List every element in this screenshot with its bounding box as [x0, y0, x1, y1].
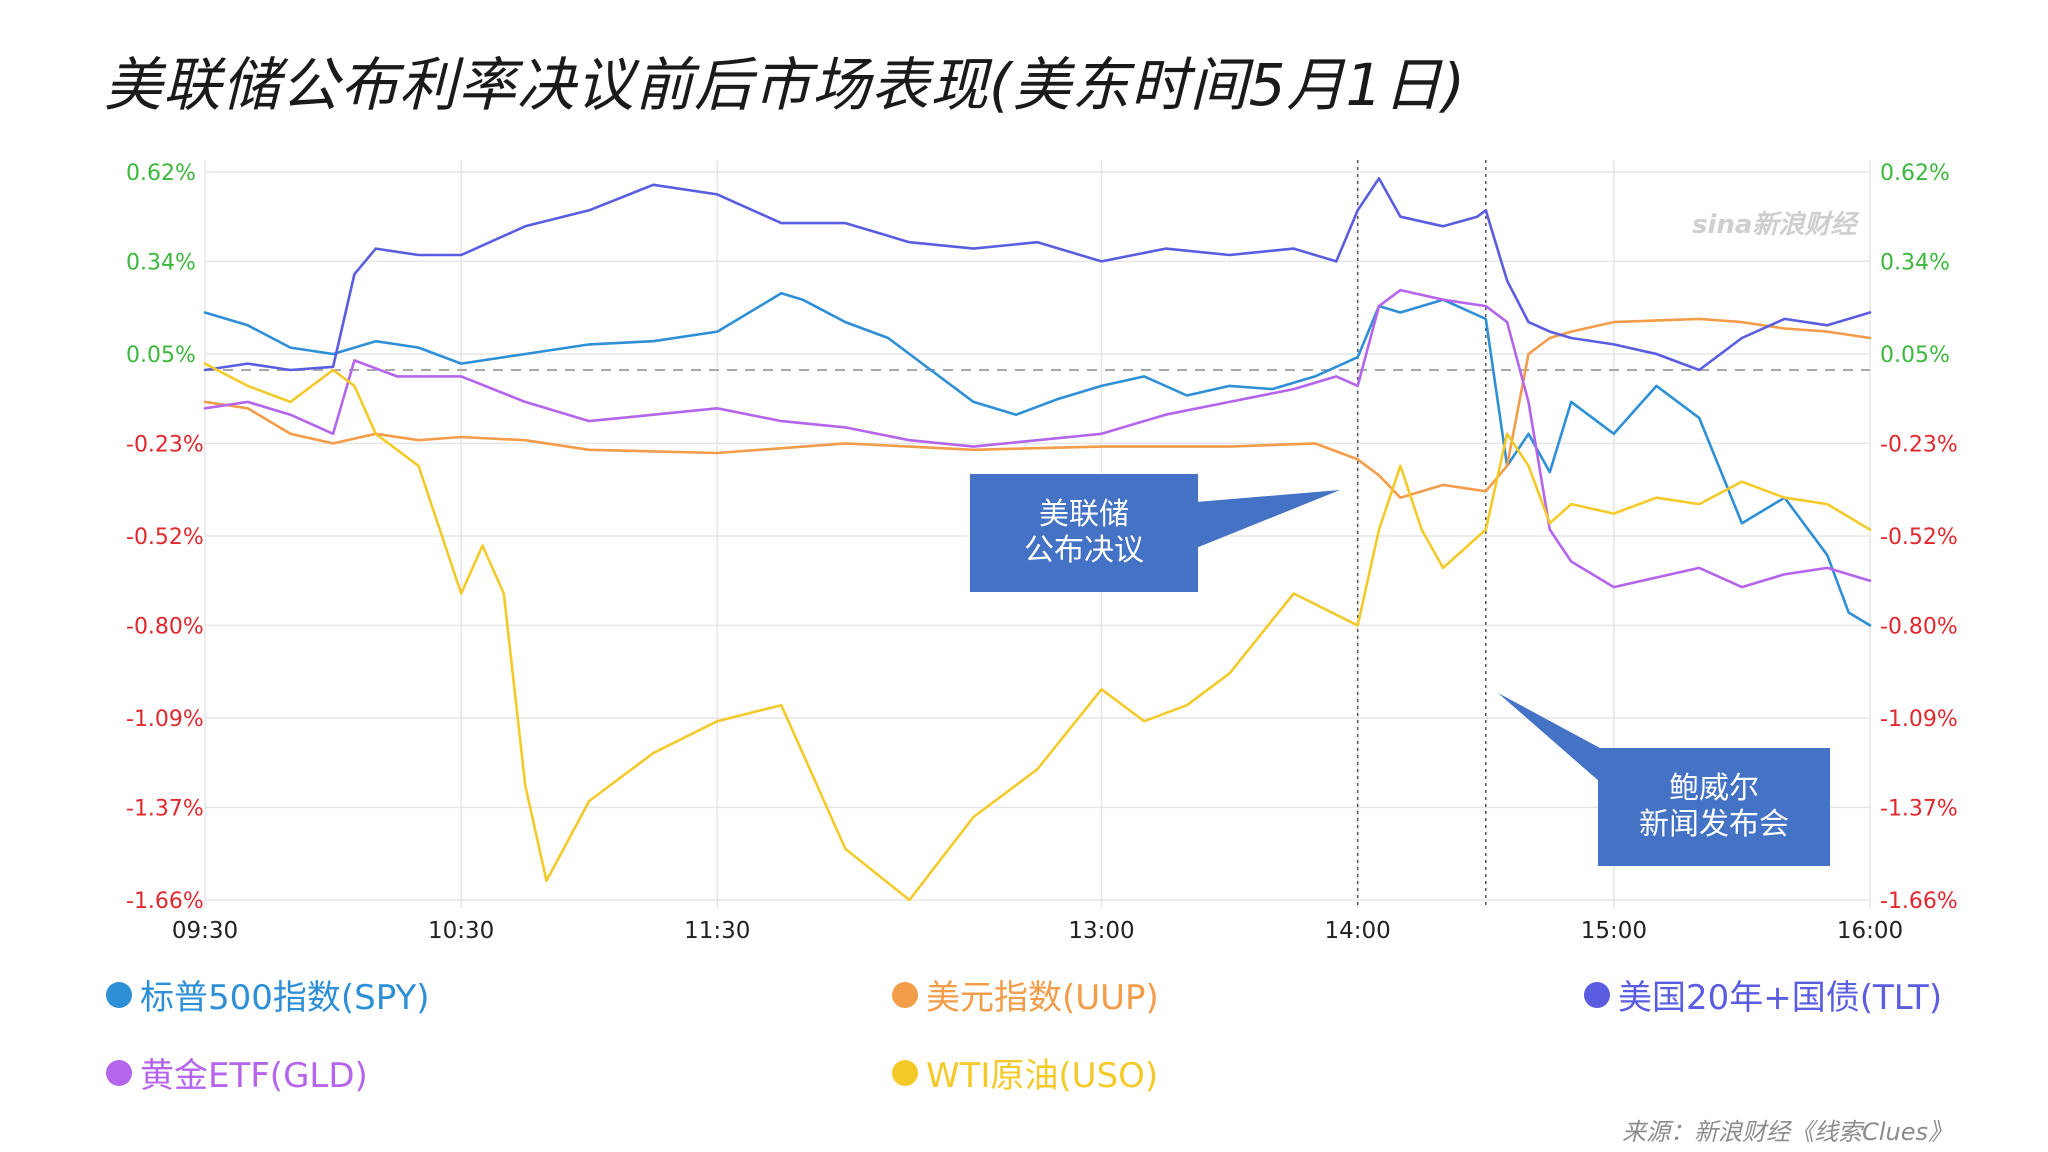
source-note: 来源：新浪财经《线索Clues》	[1622, 1118, 1952, 1146]
y-tick-label-right: -0.80%	[1880, 614, 1958, 639]
legend-tlt-dot	[1584, 981, 1610, 1008]
x-tick-label: 11:30	[684, 918, 750, 944]
y-tick-label-right: -0.23%	[1880, 432, 1958, 457]
fed-callout-pointer	[1196, 490, 1340, 548]
legend-spy-dot	[106, 981, 132, 1008]
x-tick-label: 13:00	[1068, 918, 1134, 944]
legend-uso-dot	[892, 1059, 918, 1086]
powell-callout-pointer	[1498, 693, 1600, 782]
y-tick-label-right: -1.37%	[1880, 796, 1958, 821]
legend-item-uso[interactable]: WTI原油(USO)	[892, 1048, 1158, 1097]
legend-gld-label: 黄金ETF(GLD)	[140, 1056, 368, 1096]
legend-uup-dot	[892, 981, 918, 1008]
y-tick-label-right: -1.09%	[1880, 707, 1958, 732]
legend-spy-label: 标普500指数(SPY)	[140, 978, 430, 1018]
y-tick-label-left: -1.66%	[126, 889, 204, 914]
powell-press-conference-callout: 鲍威尔 新闻发布会	[1598, 748, 1830, 866]
powell-callout-line-2: 新闻发布会	[1639, 807, 1789, 842]
sina-finance-watermark: sina新浪财经	[1692, 210, 1857, 240]
y-tick-label-left: 0.05%	[126, 343, 196, 368]
x-tick-label: 15:00	[1581, 918, 1647, 944]
y-tick-label-left: -1.37%	[126, 796, 204, 821]
y-tick-label-left: 0.34%	[126, 250, 196, 275]
y-tick-label-right: 0.34%	[1880, 250, 1950, 275]
y-tick-label-right: -1.66%	[1880, 889, 1958, 914]
legend-item-gld[interactable]: 黄金ETF(GLD)	[106, 1048, 368, 1097]
x-tick-label: 16:00	[1837, 918, 1903, 944]
legend-item-tlt[interactable]: 美国20年+国债(TLT)	[1584, 970, 1942, 1019]
series-line-gld	[203, 288, 1872, 589]
event-lines	[205, 160, 1870, 908]
chart-title: 美联储公布利率决议前后市场表现(美东时间5月1日)	[104, 51, 1467, 119]
y-tick-label-left: 0.62%	[126, 161, 196, 186]
axis-ticks: 0.62% 0.62% 0.34% 0.34% 0.05% 0.05% -0.23% -0.2…	[126, 161, 1958, 944]
x-tick-label: 10:30	[428, 918, 494, 944]
fed-callout-line-2: 公布决议	[1024, 533, 1144, 568]
legend-uup-label: 美元指数(UUP)	[926, 978, 1159, 1018]
series-line-uso	[203, 362, 1872, 902]
legend-item-spy[interactable]: 标普500指数(SPY)	[106, 970, 430, 1019]
legend-uso-label: WTI原油(USO)	[926, 1056, 1159, 1096]
series-line-tlt	[203, 177, 1872, 372]
x-tick-label: 14:00	[1325, 918, 1391, 944]
legend-tlt-label: 美国20年+国债(TLT)	[1618, 978, 1943, 1018]
y-tick-label-left: -0.23%	[126, 432, 204, 457]
y-tick-label-left: -1.09%	[126, 707, 204, 732]
series-line-uup	[203, 317, 1872, 500]
y-tick-label-left: -0.80%	[126, 614, 204, 639]
y-tick-label-left: -0.52%	[126, 525, 204, 550]
series-line-spy	[203, 291, 1872, 627]
series-lines	[203, 177, 1872, 902]
x-tick-label: 09:30	[172, 918, 238, 944]
y-tick-label-right: 0.62%	[1880, 161, 1950, 186]
fed-decision-callout: 美联储 公布决议	[970, 474, 1198, 592]
legend-item-uup[interactable]: 美元指数(UUP)	[892, 970, 1159, 1019]
powell-callout-line-1: 鲍威尔	[1669, 771, 1759, 806]
fed-callout-line-1: 美联储	[1039, 497, 1129, 532]
y-tick-label-right: 0.05%	[1880, 343, 1950, 368]
y-tick-label-right: -0.52%	[1880, 525, 1958, 550]
legend-gld-dot	[106, 1059, 132, 1086]
